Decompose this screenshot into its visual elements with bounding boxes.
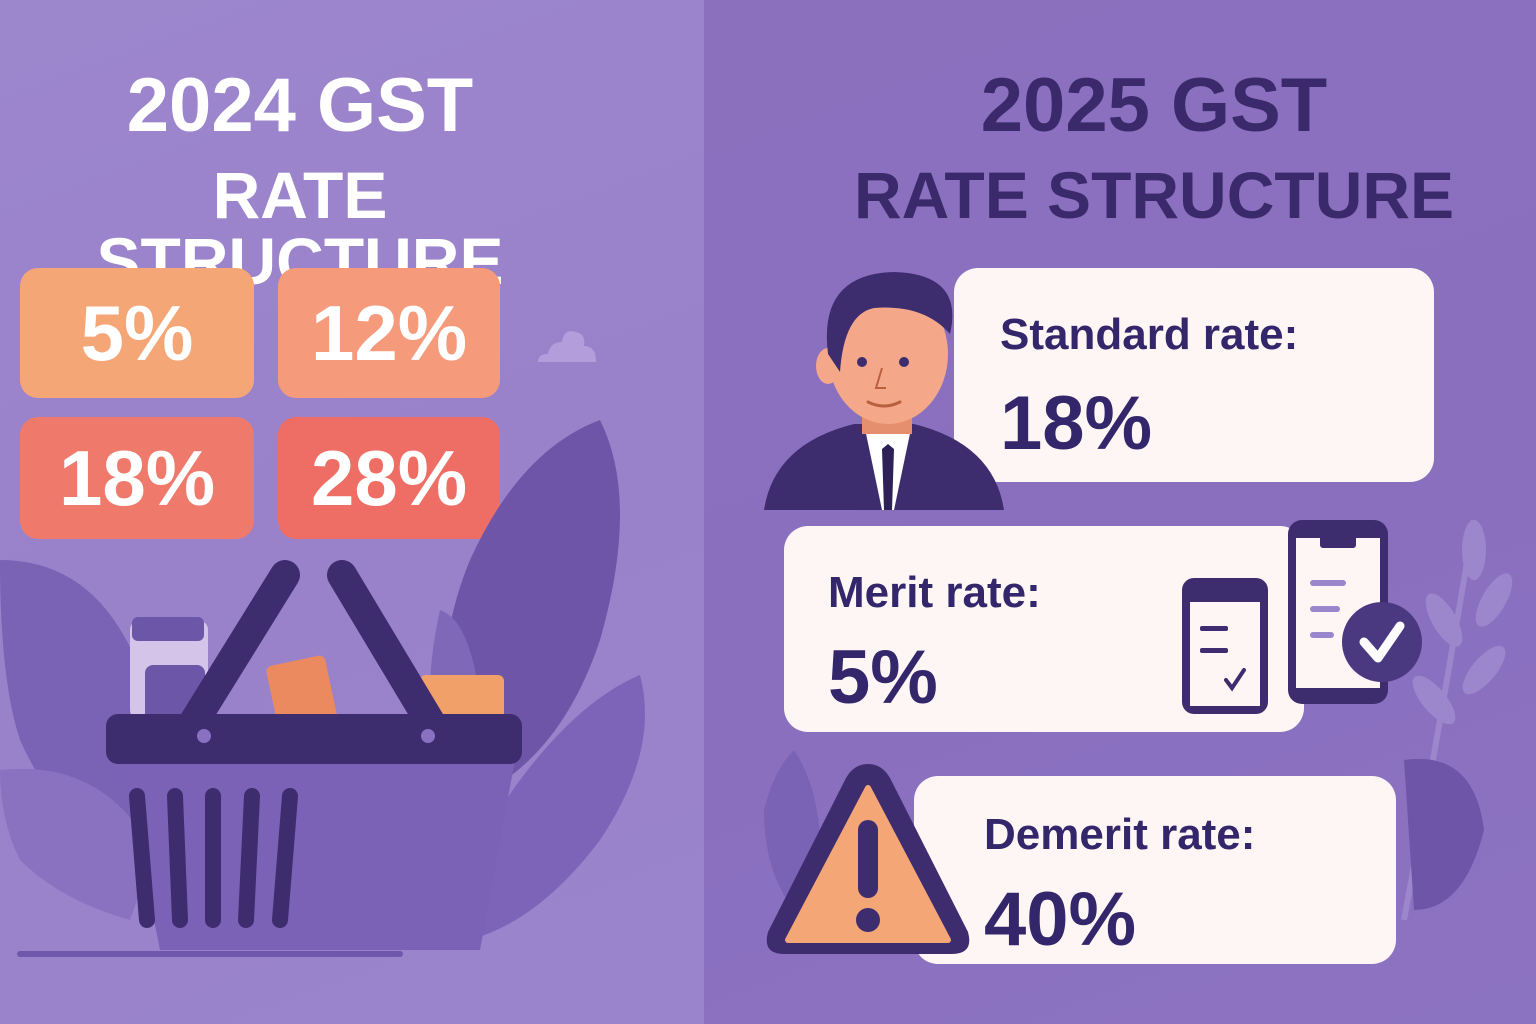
demerit-rate-card: Demerit rate: 40% xyxy=(914,776,1396,964)
rate-tile-12: 12% xyxy=(278,268,500,398)
businessman-icon xyxy=(764,272,1004,510)
rate-tile-18: 18% xyxy=(20,417,254,539)
rate-tile-28: 28% xyxy=(278,417,500,539)
cloud-icon xyxy=(538,331,596,362)
shopping-basket-icon xyxy=(0,420,645,957)
merit-rate-value: 5% xyxy=(828,635,938,720)
demerit-rate-value: 40% xyxy=(984,877,1137,962)
title-2025-line2: RATE STRUCTURE xyxy=(853,158,1455,232)
title-2024-line1: 2024 GST xyxy=(126,63,474,148)
rate-tile-5: 5% xyxy=(20,268,254,398)
plant-icon xyxy=(1401,519,1513,921)
right-panel-2025: 2025 GST RATE STRUCTURE Standard rate: 1… xyxy=(704,0,1536,1024)
merit-rate-label: Merit rate: xyxy=(828,568,1041,617)
title-2024: 2024 GST RATE STRUCTURE xyxy=(0,63,600,295)
standard-rate-card: Standard rate: 18% xyxy=(954,268,1434,482)
left-panel-2024: 2024 GST RATE STRUCTURE 5% 12% 18% 28% xyxy=(0,0,704,1024)
warning-icon xyxy=(766,764,970,954)
clipboard-check-icon xyxy=(1182,520,1422,714)
title-2025-line1: 2025 GST xyxy=(980,63,1328,148)
standard-rate-value: 18% xyxy=(1000,381,1153,466)
demerit-rate-label: Demerit rate: xyxy=(984,810,1256,859)
standard-rate-label: Standard rate: xyxy=(1000,310,1299,359)
title-2025: 2025 GST RATE STRUCTURE xyxy=(774,63,1534,232)
